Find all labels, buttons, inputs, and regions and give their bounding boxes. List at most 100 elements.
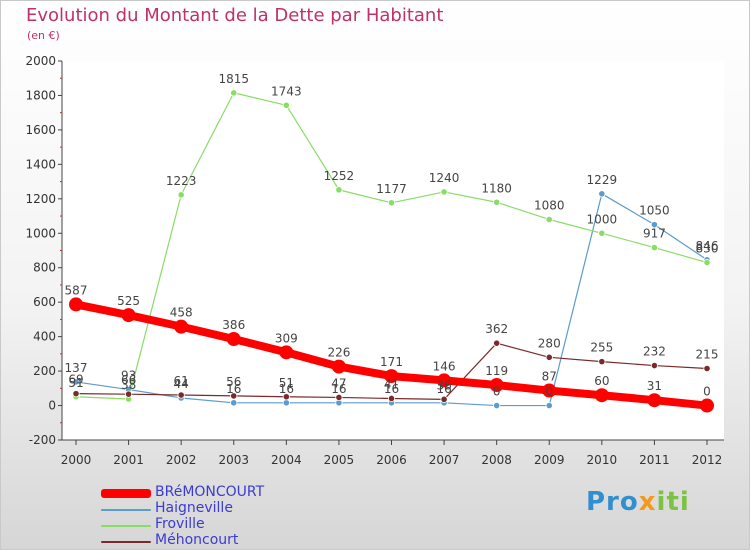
data-point	[387, 199, 396, 207]
data-label: 1080	[534, 198, 565, 212]
legend-label: Méhoncourt	[155, 532, 239, 548]
data-label: 215	[696, 348, 719, 362]
data-label: 51	[68, 376, 83, 390]
data-label: 587	[65, 283, 88, 297]
data-point	[437, 373, 452, 388]
data-point	[121, 308, 136, 323]
data-point	[440, 188, 448, 196]
data-point	[493, 401, 501, 410]
y-tick-label: 1800	[25, 88, 56, 102]
legend-swatch	[101, 489, 151, 498]
y-tick-label: 2000	[25, 54, 56, 68]
x-tick-label: 2007	[429, 453, 460, 467]
x-tick-label: 2012	[692, 453, 723, 467]
data-label: 1252	[324, 169, 355, 183]
data-point	[598, 229, 606, 237]
data-point	[331, 359, 346, 374]
data-label: 226	[327, 346, 350, 360]
data-label: 1223	[166, 174, 197, 188]
data-point	[177, 391, 185, 399]
data-label: 16	[384, 382, 399, 396]
data-label: 119	[485, 364, 508, 378]
data-label: 280	[538, 336, 561, 350]
proxiti-logo: Proxiti	[586, 487, 690, 517]
logo-part-1: Pro	[586, 487, 639, 517]
chart-title: Evolution du Montant de la Dette par Hab…	[26, 5, 444, 26]
data-label: 137	[65, 361, 88, 375]
y-tick-label: 0	[48, 399, 56, 413]
legend-swatch	[101, 525, 151, 527]
data-point	[72, 390, 80, 398]
chart-legend: BRéMONCOURT Haigneville Froville Méhoncourt	[101, 484, 361, 549]
logo-part-3: iti	[656, 487, 690, 517]
legend-swatch	[101, 541, 151, 543]
data-point	[282, 101, 290, 109]
data-label: 1815	[218, 72, 249, 86]
data-point	[335, 393, 343, 402]
data-label: 171	[380, 355, 403, 369]
data-point	[279, 345, 294, 360]
legend-item: Haigneville	[101, 500, 361, 517]
x-tick-label: 2001	[113, 453, 144, 467]
y-tick-label: 1000	[25, 226, 56, 240]
x-tick-label: 2009	[534, 453, 565, 467]
y-tick-label: 1200	[25, 192, 56, 206]
data-label: 16	[279, 382, 294, 396]
data-point	[700, 398, 714, 413]
data-point	[72, 378, 80, 386]
data-point	[545, 353, 553, 361]
data-label: 458	[170, 306, 193, 320]
data-label: 525	[117, 294, 140, 308]
x-tick-label: 2004	[271, 453, 302, 467]
legend-item: Froville	[101, 516, 361, 533]
data-label: 56	[226, 375, 241, 389]
data-label: 38	[121, 378, 136, 392]
data-label: 386	[222, 318, 245, 332]
data-label: 1229	[587, 173, 618, 187]
legend-item: Méhoncourt	[101, 532, 361, 549]
y-tick-label: 400	[33, 330, 56, 344]
data-label: 1050	[639, 204, 670, 218]
x-tick-label: 2006	[376, 453, 407, 467]
data-label: 309	[275, 331, 298, 345]
data-label: 93	[121, 369, 136, 383]
data-label: 31	[647, 379, 662, 393]
data-point	[230, 392, 238, 400]
data-point	[647, 393, 662, 408]
x-tick-label: 2000	[61, 453, 92, 467]
data-label: 51	[279, 376, 294, 390]
x-tick-label: 2002	[166, 453, 197, 467]
data-label: 60	[594, 374, 609, 388]
data-label: 16	[226, 382, 241, 396]
data-label: 0	[493, 385, 501, 399]
data-label: 0	[545, 385, 553, 399]
data-point	[594, 388, 609, 403]
legend-label: BRéMONCOURT	[155, 484, 265, 500]
data-point	[489, 378, 504, 393]
data-point	[230, 399, 238, 407]
logo-part-2: x	[638, 487, 657, 517]
data-label: 47	[331, 376, 346, 390]
y-tick-label: 600	[33, 295, 56, 309]
data-point	[124, 390, 133, 398]
x-tick-label: 2008	[481, 453, 512, 467]
data-point	[230, 89, 238, 97]
data-point	[542, 383, 557, 398]
data-label: 917	[643, 227, 666, 241]
x-tick-label: 2003	[218, 453, 249, 467]
data-label: 1240	[429, 171, 460, 185]
data-label: 1000	[587, 212, 618, 226]
y-tick-label: -200	[29, 433, 56, 447]
data-label: 61	[174, 374, 189, 388]
x-tick-label: 2005	[324, 453, 355, 467]
data-point	[545, 215, 553, 224]
data-label: 41	[384, 377, 399, 391]
x-tick-label: 2010	[587, 453, 618, 467]
y-tick-label: 800	[33, 261, 56, 275]
data-label: 1743	[271, 84, 302, 98]
data-label: 362	[485, 322, 508, 336]
legend-item: BRéMONCOURT	[101, 484, 361, 501]
data-label: 69	[68, 373, 83, 387]
